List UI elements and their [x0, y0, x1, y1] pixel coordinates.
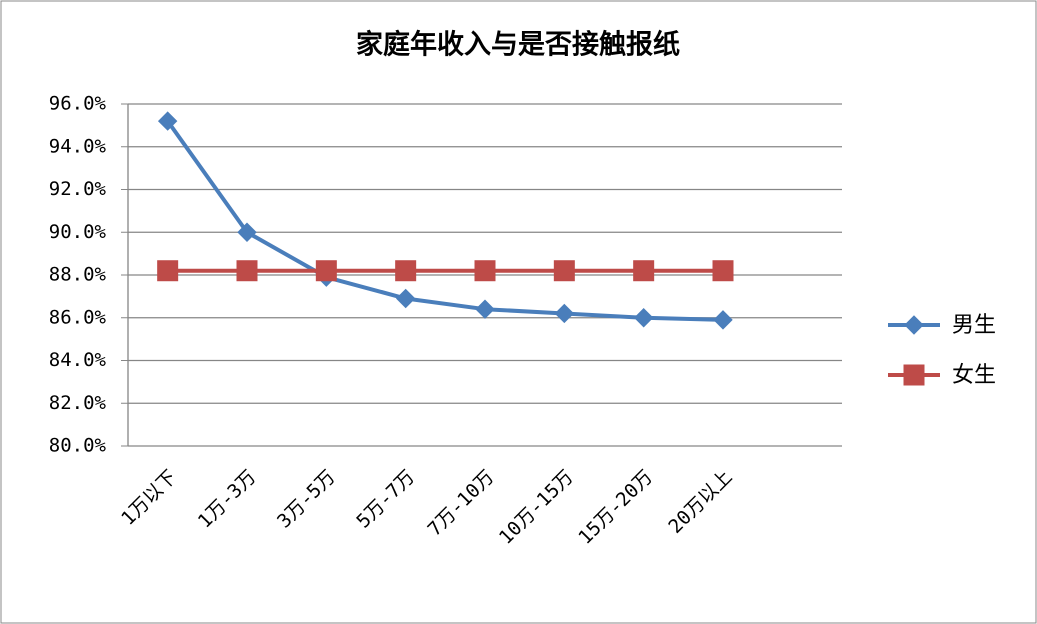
y-tick-label: 96.0%	[49, 93, 107, 115]
y-tick-label: 80.0%	[49, 435, 107, 457]
point	[315, 260, 337, 282]
point	[904, 315, 924, 335]
point	[712, 260, 734, 282]
y-tick-label: 90.0%	[49, 221, 107, 243]
y-tick-label: 94.0%	[49, 135, 107, 157]
y-tick-label: 86.0%	[49, 306, 107, 328]
legend-label: 女生	[952, 363, 996, 388]
y-tick-label: 82.0%	[49, 392, 107, 414]
point	[237, 222, 257, 242]
point	[395, 260, 417, 282]
point	[713, 310, 733, 330]
point	[554, 303, 575, 324]
point	[633, 260, 655, 282]
point	[903, 364, 925, 386]
series-line	[166, 119, 724, 322]
y-tick-label: 84.0%	[49, 349, 107, 371]
legend-label: 男生	[952, 313, 996, 338]
chart-title: 家庭年收入与是否接触报纸	[356, 29, 680, 61]
point	[395, 288, 416, 309]
point	[157, 111, 178, 131]
point	[236, 260, 258, 282]
point	[474, 260, 496, 282]
point	[633, 308, 654, 328]
point	[553, 260, 575, 282]
point	[475, 299, 495, 319]
y-tick-label: 88.0%	[49, 264, 107, 286]
y-tick-label: 92.0%	[49, 178, 107, 200]
point	[157, 260, 179, 282]
